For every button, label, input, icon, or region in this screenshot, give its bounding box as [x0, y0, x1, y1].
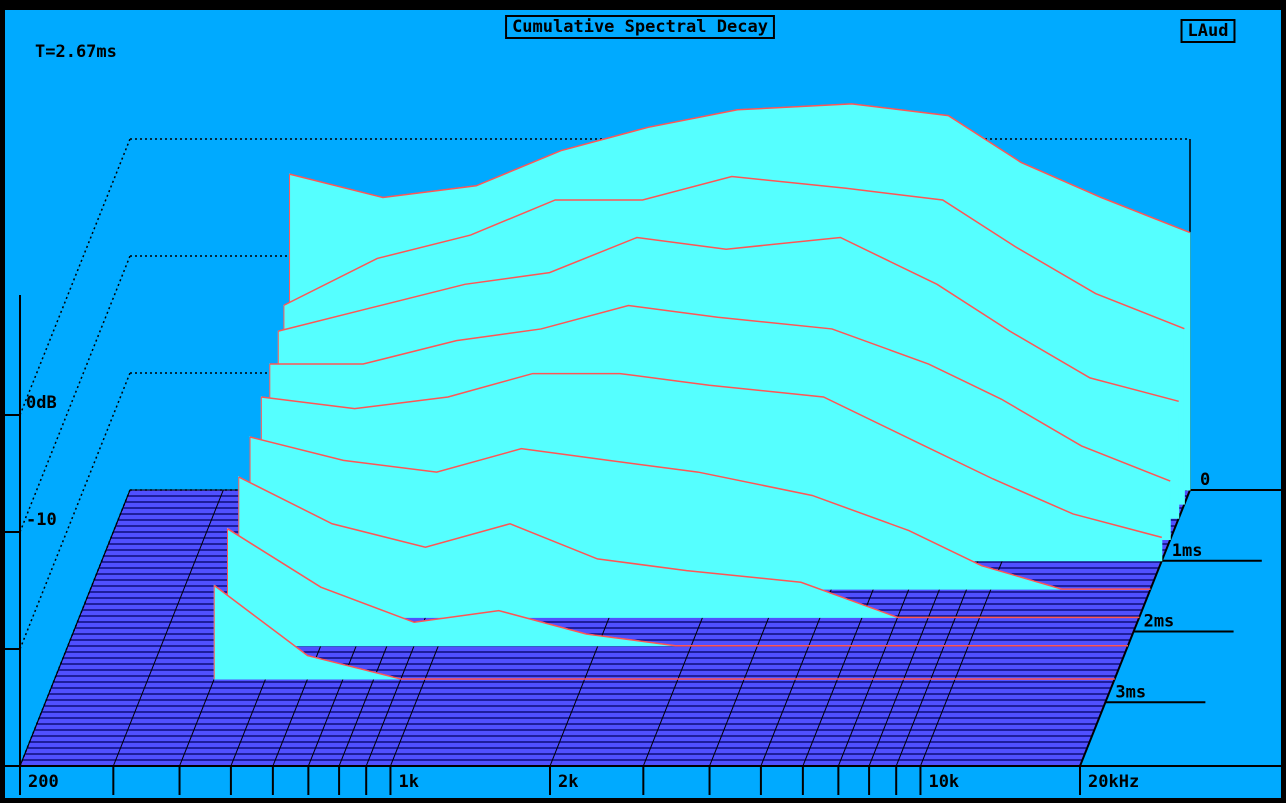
- z-axis-line: [1079, 489, 1191, 767]
- y-tick-label: 0dB: [26, 393, 57, 413]
- x-tick-label: 200: [28, 772, 59, 792]
- slice-line: [249, 436, 1151, 590]
- z-tick-label: 1ms: [1172, 541, 1203, 561]
- x-tick-label: 2k: [558, 772, 578, 792]
- slice-line: [269, 304, 1171, 482]
- slice-line: [283, 175, 1185, 330]
- badge: LAud: [1188, 21, 1229, 41]
- slice-line: [227, 528, 1128, 647]
- annotation: T=2.67ms: [35, 42, 117, 62]
- slice-line: [261, 372, 1162, 539]
- floor-frequency-line: [19, 489, 131, 767]
- x-tick-label: 1k: [398, 772, 418, 792]
- z-tick-label: 2ms: [1144, 612, 1175, 632]
- x-tick-label: 10k: [928, 772, 959, 792]
- badge-box: [1180, 19, 1236, 43]
- chart-title: Cumulative Spectral Decay: [512, 17, 768, 37]
- slice-line: [289, 103, 1191, 234]
- slice-line: [238, 476, 1140, 619]
- x-tick-label: 20kHz: [1088, 772, 1139, 792]
- z-tick-label: 0: [1200, 470, 1210, 490]
- z-tick-label: 3ms: [1115, 682, 1146, 702]
- title-box: [505, 15, 775, 39]
- slice-line: [278, 236, 1179, 403]
- slice-line: [213, 584, 1115, 680]
- floor-frequency-line: [112, 489, 224, 767]
- y-tick-label: -10: [26, 510, 57, 530]
